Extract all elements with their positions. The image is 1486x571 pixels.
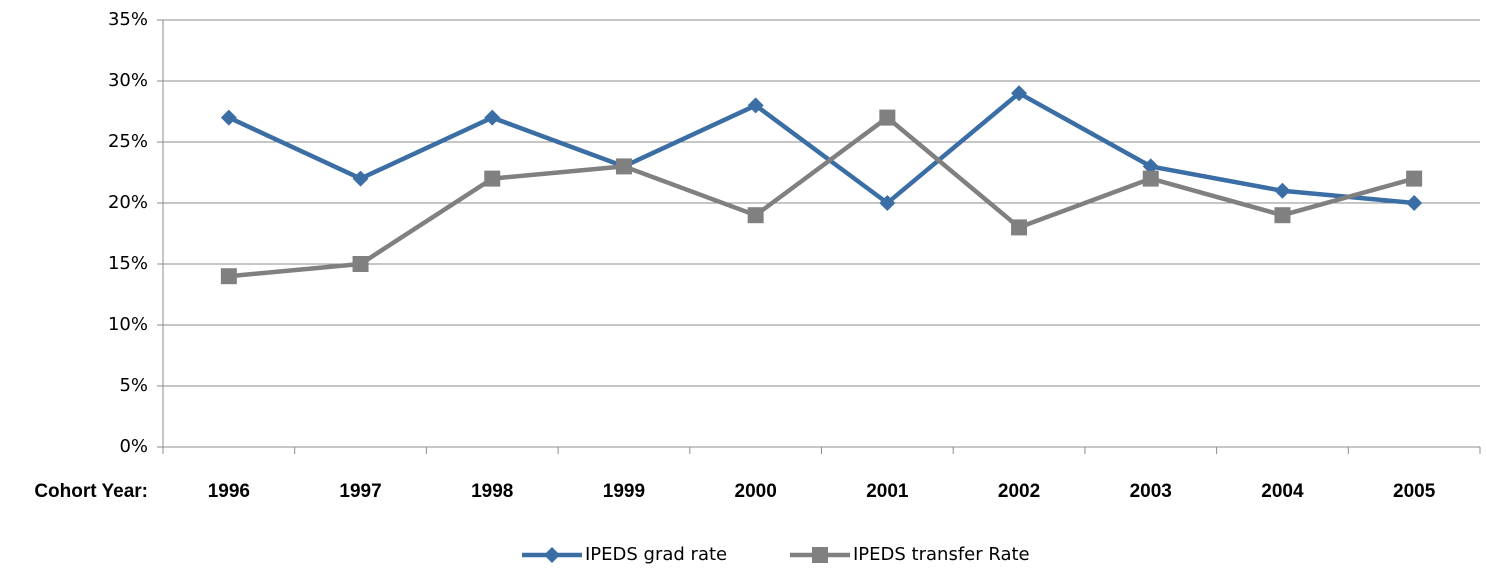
data-point [352, 256, 369, 272]
data-point [747, 97, 764, 114]
x-tick-label: 1998 [471, 481, 513, 502]
data-point [220, 268, 237, 285]
x-tick-label: 2000 [735, 481, 777, 502]
y-tick-label: 30% [108, 70, 148, 91]
series-line [227, 90, 1415, 206]
legend-label: IPEDS transfer Rate [853, 544, 1030, 565]
x-tick-label: 2001 [866, 481, 909, 502]
x-tick-label: 2005 [1393, 481, 1436, 502]
y-tick-label: 0% [119, 436, 148, 457]
data-point [352, 170, 369, 187]
x-tick-label: 2002 [998, 481, 1040, 502]
legend-label: IPEDS grad rate [585, 544, 727, 565]
y-tick-label: 10% [108, 314, 148, 335]
data-point [484, 170, 501, 187]
data-point [879, 109, 896, 126]
y-tick-label: 20% [108, 192, 148, 213]
series-line [228, 115, 1415, 279]
x-tick-label: 1996 [208, 481, 250, 502]
y-tick-label: 25% [108, 131, 148, 152]
y-tick-label: 35% [108, 9, 148, 30]
data-point [484, 109, 501, 126]
data-point [1142, 158, 1159, 175]
x-axis-label: Cohort Year: [34, 481, 148, 502]
legend-marker [544, 547, 560, 563]
data-point [1406, 195, 1423, 211]
x-tick-label: 1999 [603, 481, 645, 502]
x-tick-label: 2003 [1130, 481, 1172, 502]
data-point [615, 158, 632, 175]
x-tick-label: 1997 [339, 481, 381, 502]
data-point [747, 207, 764, 224]
legend-marker [812, 547, 828, 563]
x-tick-label: 2004 [1261, 481, 1304, 502]
data-point [879, 195, 896, 211]
data-point [1406, 170, 1423, 187]
data-point [1011, 85, 1028, 102]
data-point [1142, 170, 1159, 187]
data-point [1011, 219, 1028, 236]
y-tick-label: 15% [108, 253, 148, 274]
data-point [220, 109, 237, 126]
data-point [1274, 182, 1291, 199]
y-tick-label: 5% [119, 375, 148, 396]
data-point [1274, 207, 1291, 224]
